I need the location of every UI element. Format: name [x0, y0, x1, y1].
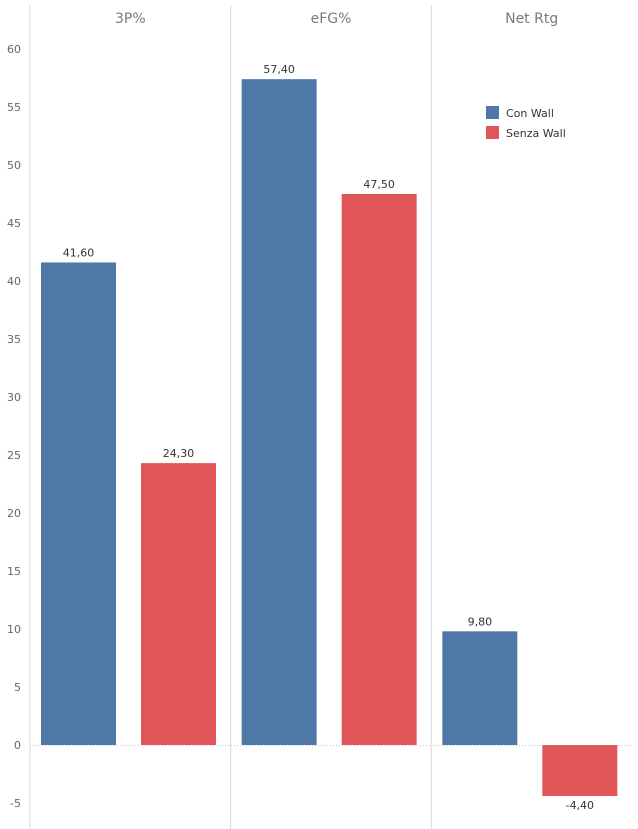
legend-swatch	[486, 106, 499, 119]
bar	[341, 194, 417, 745]
data-label: 24,30	[163, 447, 195, 460]
y-tick-label: 0	[14, 739, 21, 752]
y-tick-label: 60	[7, 43, 21, 56]
bars: 41,60 57,40 9,80 24,30 47,50 -4,40	[41, 63, 618, 812]
data-label: 9,80	[468, 615, 493, 628]
legend-label: Con Wall	[506, 107, 554, 120]
bar	[542, 745, 618, 797]
panel-title: Net Rtg	[505, 11, 558, 27]
y-tick-label: -5	[10, 797, 21, 810]
data-label: 57,40	[263, 63, 295, 76]
y-tick-label: 45	[7, 217, 21, 230]
bar	[442, 631, 518, 745]
panel-title: eFG%	[311, 11, 352, 27]
y-tick-label: 5	[14, 681, 21, 694]
legend-swatch	[486, 126, 499, 139]
legend-label: Senza Wall	[506, 127, 566, 140]
panel-title: 3P%	[115, 11, 146, 27]
y-tick-label: 35	[7, 333, 21, 346]
y-tick-label: 10	[7, 623, 21, 636]
data-label: -4,40	[566, 799, 594, 812]
y-axis: -5 0 5 10 15 20 25 30 35 40 45 50 55 60	[7, 43, 21, 810]
y-tick-label: 20	[7, 507, 21, 520]
bar	[241, 79, 317, 745]
y-tick-label: 50	[7, 159, 21, 172]
legend: Con Wall Senza Wall	[486, 106, 566, 140]
bar	[41, 262, 116, 745]
y-tick-label: 25	[7, 449, 21, 462]
y-tick-label: 30	[7, 391, 21, 404]
data-label: 47,50	[363, 178, 395, 191]
panels: 3P% eFG% Net Rtg	[29, 5, 632, 829]
y-tick-label: 55	[7, 101, 21, 114]
y-tick-label: 40	[7, 275, 21, 288]
bar	[141, 463, 216, 745]
data-label: 41,60	[63, 246, 95, 259]
y-tick-label: 15	[7, 565, 21, 578]
